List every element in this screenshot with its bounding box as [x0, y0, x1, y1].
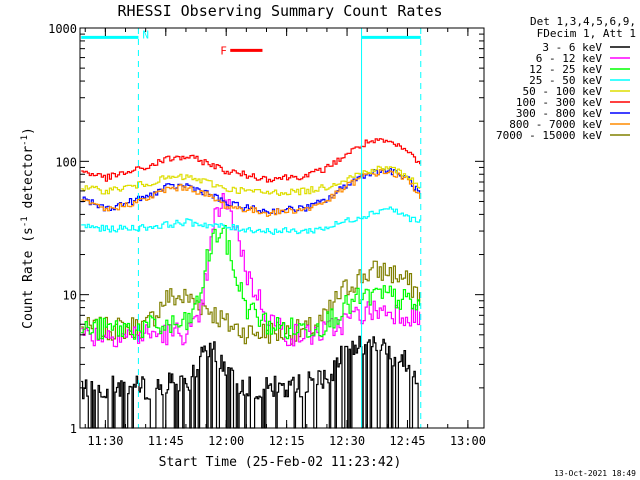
series-line-3 [81, 206, 421, 235]
legend-entry-label: 7000 - 15000 keV [496, 129, 602, 142]
axes-layer: 11:30 11:45 12:00 12:15 12:30 12:45 13:00 1 10 10… [48, 22, 486, 448]
legend-entry-label: 800 - 7000 keV [509, 118, 602, 131]
series-line-7 [81, 169, 421, 217]
legend-entry-label: 3 - 6 keV [542, 41, 602, 54]
legend: Det 1,3,4,5,6,9,FDecim 1, Att 13 - 6 keV… [496, 15, 636, 142]
series-line-5 [81, 138, 421, 183]
x-axis-label: Start Time (25-Feb-02 11:23:42) [159, 455, 402, 470]
series-line-2 [81, 225, 421, 340]
plot-frame [79, 27, 485, 429]
y-tick-label: 10 [63, 289, 77, 303]
legend-entry-label: 100 - 300 keV [516, 96, 602, 109]
legend-header-line: FDecim 1, Att 1 [537, 27, 636, 40]
chart-title: RHESSI Observing Summary Count Rates [117, 2, 442, 20]
timestamp: 13-Oct-2021 18:49 [554, 469, 636, 478]
series-line-1 [81, 193, 421, 348]
y-tick-label: 1000 [48, 22, 77, 36]
series-layer [81, 138, 421, 429]
y-axis-label-sup2: -1 [20, 135, 30, 146]
x-tick-label: 13:00 [450, 434, 486, 448]
x-tick-label: 12:15 [269, 434, 305, 448]
x-tick-label: 11:45 [148, 434, 184, 448]
x-tick-label: 12:00 [208, 434, 244, 448]
series-line-0 [81, 335, 420, 429]
y-axis-label-mid: detector [21, 146, 36, 217]
annotation-label-F: F [220, 44, 227, 57]
y-axis-label-sup1: -1 [20, 216, 30, 227]
series-line-6 [81, 168, 421, 215]
x-tick-label: 12:45 [389, 434, 425, 448]
legend-entry-label: 12 - 25 keV [529, 63, 602, 76]
x-tick-label: 12:30 [329, 434, 365, 448]
legend-header-line: Det 1,3,4,5,6,9, [530, 15, 636, 28]
y-axis-label-main: Count Rate (s [21, 227, 36, 329]
legend-entry-label: 25 - 50 keV [529, 74, 602, 87]
y-tick-label: 100 [55, 155, 77, 169]
legend-entry-label: 300 - 800 keV [516, 107, 602, 120]
legend-entry-label: 50 - 100 keV [523, 85, 603, 98]
y-tick-label: 1 [70, 422, 77, 436]
x-tick-label: 11:30 [87, 434, 123, 448]
annotation-layer: NF [81, 28, 422, 428]
y-axis-label-end: ) [21, 127, 36, 135]
y-axis-label: Count Rate (s-1 detector-1) [20, 127, 36, 329]
legend-entry-label: 6 - 12 keV [536, 52, 603, 65]
annotation-label-N: N [142, 28, 149, 41]
series-line-4 [81, 165, 421, 196]
